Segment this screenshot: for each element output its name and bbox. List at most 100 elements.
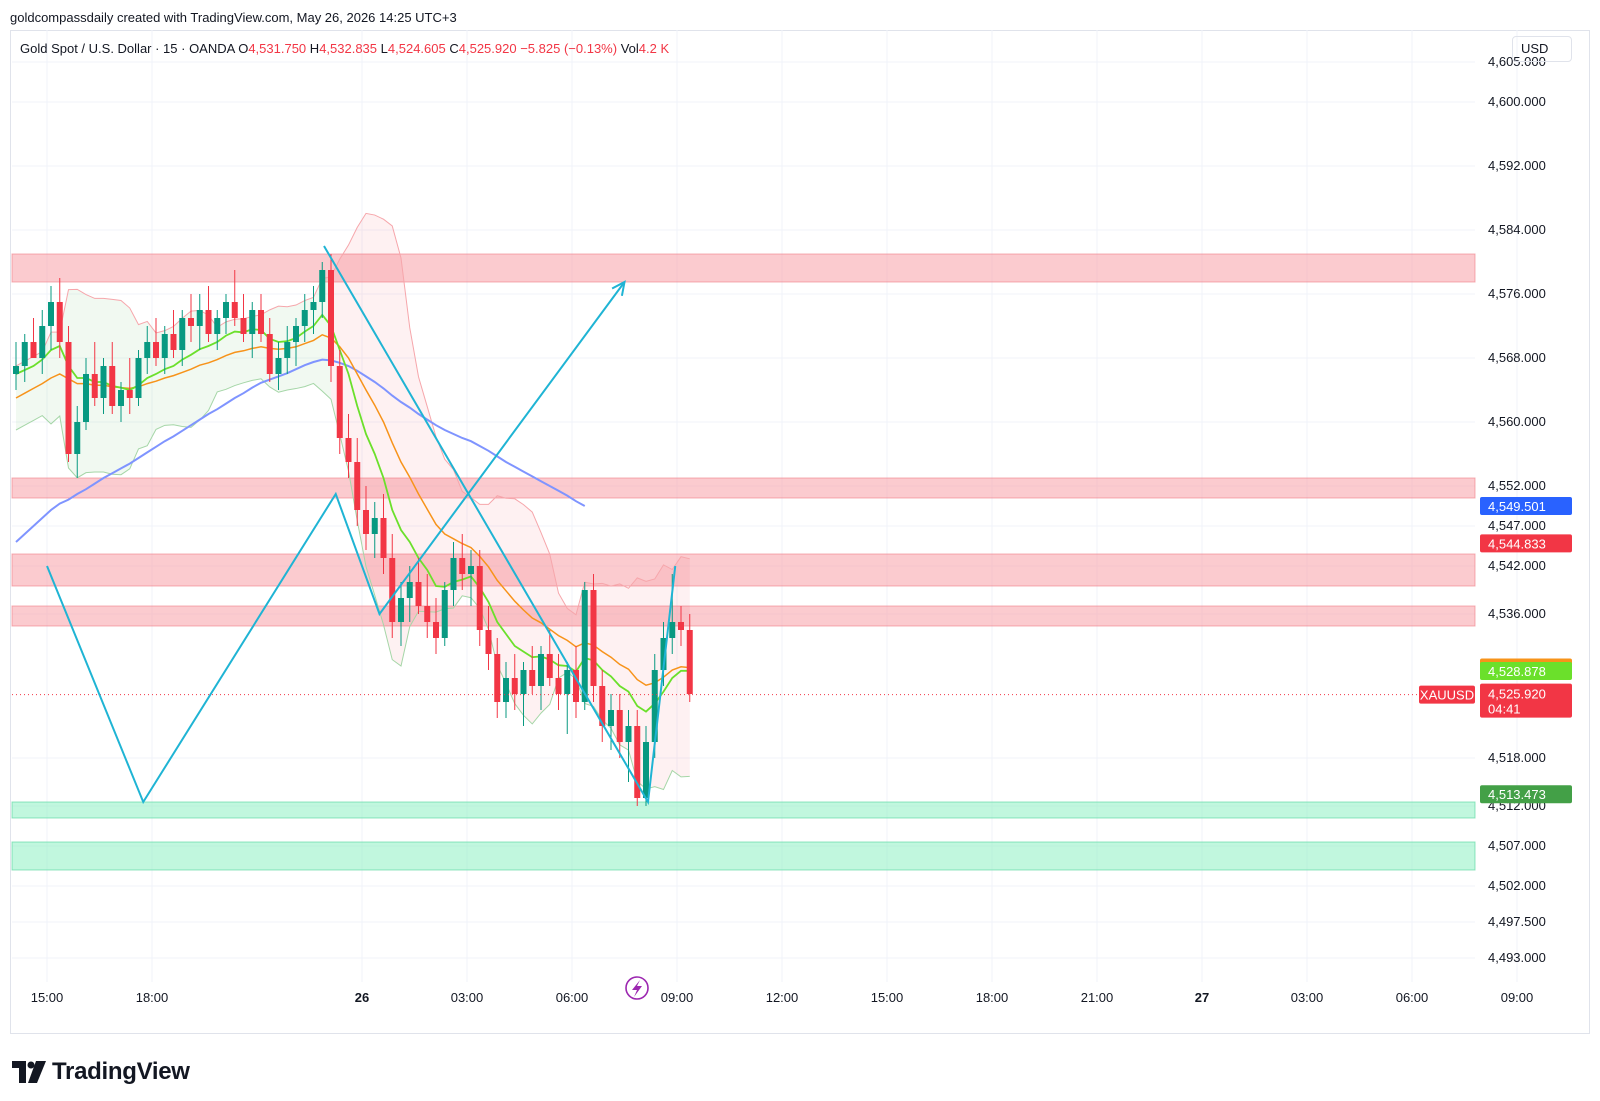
candle-body <box>179 318 186 350</box>
candle-body <box>266 334 273 374</box>
candle-body <box>161 334 168 358</box>
moving-averages <box>15 313 690 713</box>
candle-body <box>599 686 606 726</box>
chart-frame <box>10 30 1590 1034</box>
candle-body <box>74 422 81 454</box>
candle-body <box>625 726 632 742</box>
candle-body <box>91 374 98 398</box>
candle-body <box>214 318 221 334</box>
time-axis-label: 18:00 <box>976 990 1009 1005</box>
candle-body <box>608 710 614 726</box>
candle-body <box>616 710 623 742</box>
candle-body <box>371 518 378 534</box>
currency-selector[interactable]: USD <box>1512 36 1572 62</box>
candle-body <box>258 310 264 334</box>
ema-slow-line <box>15 333 690 687</box>
projection-line <box>46 281 626 805</box>
candle-body <box>144 342 151 358</box>
candle-body <box>406 582 413 598</box>
price-axis-label: 4,547.000 <box>1488 518 1546 533</box>
chart-grid <box>12 30 1518 982</box>
price-tag <box>1480 785 1572 804</box>
price-axis-label: 4,576.000 <box>1488 286 1546 301</box>
last-price-countdown: 04:41 <box>1488 702 1521 717</box>
price-tag-label: 4,544.833 <box>1488 536 1546 551</box>
time-axis-label: 06:00 <box>556 990 589 1005</box>
resistance-zone <box>11 477 1476 499</box>
lightning-icon[interactable] <box>625 976 649 1000</box>
candle-body <box>686 630 693 694</box>
candle-body <box>301 310 308 326</box>
price-axis-label: 4,497.500 <box>1488 914 1546 929</box>
candle-body <box>21 342 28 366</box>
tradingview-icon <box>12 1061 46 1083</box>
tradingview-logo[interactable]: TradingView <box>12 1058 190 1086</box>
candle-body <box>529 670 536 686</box>
symbol-tag-label: XAUUSD <box>1420 688 1474 703</box>
time-axis-label: 09:00 <box>1501 990 1534 1005</box>
time-axis-label: 18:00 <box>136 990 169 1005</box>
price-axis-label: 4,507.000 <box>1488 838 1546 853</box>
candle-body <box>223 302 229 318</box>
time-axis-label: 03:00 <box>451 990 484 1005</box>
chart-attribution: goldcompassdaily created with TradingVie… <box>10 10 457 25</box>
price-axis-label: 4,502.000 <box>1488 878 1546 893</box>
last-price-tag <box>1480 683 1572 718</box>
candle-body <box>293 326 299 342</box>
price-zones <box>11 253 1476 871</box>
resistance-zone <box>11 253 1476 283</box>
candle-body <box>643 742 649 798</box>
candle-body <box>634 726 641 798</box>
time-axis-label: 26 <box>355 990 369 1005</box>
price-axis-label: 4,552.000 <box>1488 478 1546 493</box>
candle-body <box>511 678 518 694</box>
legend-close-label: C <box>449 41 459 56</box>
candle-body <box>380 518 387 558</box>
price-axis-label: 4,568.000 <box>1488 350 1546 365</box>
candle-body <box>336 366 343 438</box>
candle-body <box>678 622 684 630</box>
projection-path <box>46 245 677 806</box>
price-tag <box>1480 534 1572 553</box>
time-axis-label: 06:00 <box>1396 990 1429 1005</box>
candle-body <box>284 342 291 358</box>
candle-body <box>503 678 509 702</box>
ema-long-line <box>15 358 586 543</box>
candle-body <box>459 558 466 574</box>
candle-body <box>354 462 361 510</box>
price-axis-label: 4,518.000 <box>1488 750 1546 765</box>
candle-body <box>249 310 256 334</box>
candle-body <box>310 302 317 310</box>
candle-body <box>485 630 492 654</box>
drawn-wave <box>323 245 677 806</box>
time-axis-label: 15:00 <box>871 990 904 1005</box>
candle-body <box>494 654 501 702</box>
candle-body <box>363 510 369 534</box>
band-fill-down <box>331 213 690 790</box>
time-axis-label: 12:00 <box>766 990 799 1005</box>
symbol-legend: Gold Spot / U.S. Dollar · 15 · OANDA O4,… <box>20 41 669 56</box>
candle-body <box>564 670 571 694</box>
tradingview-wordmark: TradingView <box>52 1058 190 1085</box>
legend-low: 4,524.605 <box>387 41 446 56</box>
time-axis-label: 09:00 <box>661 990 694 1005</box>
candle-body <box>328 270 334 366</box>
last-price-value: 4,525.920 <box>1488 687 1546 702</box>
time-axis-label: 03:00 <box>1291 990 1324 1005</box>
candle-body <box>555 678 562 694</box>
resistance-zone <box>11 553 1476 587</box>
price-axis-label: 4,560.000 <box>1488 414 1546 429</box>
price-tags: 4,549.5014,544.8334,529.3114,528.8784,51… <box>1419 496 1572 804</box>
candle-body <box>538 654 544 686</box>
candle-body <box>433 622 439 638</box>
candle-body <box>65 342 72 454</box>
candle-body <box>669 622 676 638</box>
time-axis-label: 21:00 <box>1081 990 1114 1005</box>
resistance-zone <box>11 605 1476 627</box>
price-axis-label: 4,536.000 <box>1488 606 1546 621</box>
time-axis-label: 27 <box>1195 990 1209 1005</box>
support-zone <box>11 841 1476 871</box>
price-tag-label: 4,513.473 <box>1488 787 1546 802</box>
legend-open-label: O <box>238 41 249 56</box>
